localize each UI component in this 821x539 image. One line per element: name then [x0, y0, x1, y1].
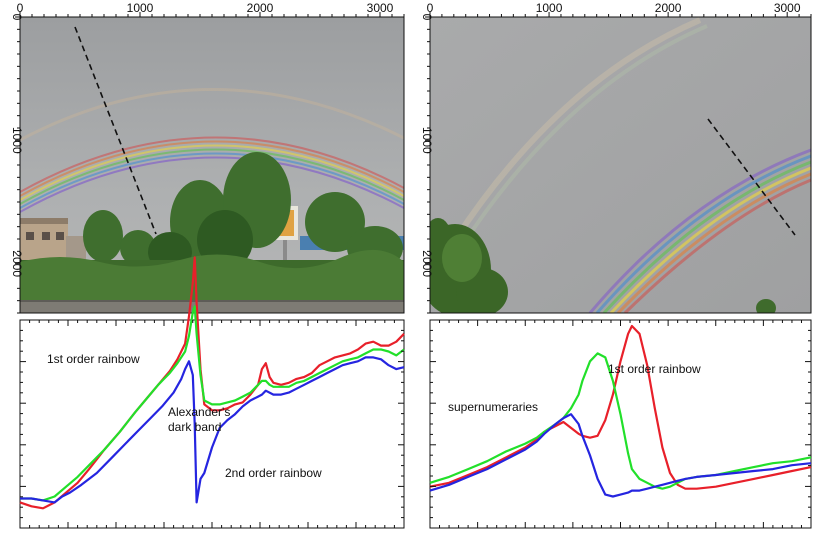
annotation-dark-band: dark band — [168, 420, 221, 434]
x-tick-label: 3000 — [774, 1, 801, 15]
axes-left-profile — [19, 319, 405, 529]
x-tick-label: 1000 — [127, 1, 154, 15]
x-tick-label: 3000 — [367, 1, 394, 15]
series-line-2 — [20, 356, 405, 504]
x-tick-label: 0 — [427, 1, 434, 15]
profile-chart-right: supernumeraries 1st order rainbow — [429, 319, 812, 529]
axes-left-photo: 0 1000 2000 3000 0 1000 2000 — [10, 1, 405, 314]
profile-line-left — [74, 26, 157, 235]
annotation-first-order-left: 1st order rainbow — [47, 352, 140, 366]
photo-left — [20, 17, 404, 313]
annotation-first-order-right: 1st order rainbow — [608, 362, 701, 376]
y-tick-label: 0 — [10, 14, 24, 21]
x-tick-label: 2000 — [247, 1, 274, 15]
photo-panel-right: 0 1000 2000 3000 0 1000 2000 — [420, 1, 812, 314]
series-line-0 — [429, 324, 812, 490]
y-tick-label: 1000 — [10, 127, 24, 154]
annotation-alexander: Alexander's — [168, 405, 230, 419]
axes-right-photo: 0 1000 2000 3000 0 1000 2000 — [420, 1, 812, 314]
series-lines-left — [19, 256, 405, 510]
y-tick-label: 0 — [420, 14, 434, 21]
series-line-1 — [20, 305, 405, 502]
y-tick-label: 1000 — [420, 127, 434, 154]
annotation-second-order: 2nd order rainbow — [225, 466, 322, 480]
photo-right — [430, 17, 811, 313]
axes-right-profile — [429, 319, 812, 529]
series-line-2 — [429, 413, 812, 498]
x-tick-label: 0 — [17, 1, 24, 15]
series-lines-right — [429, 324, 812, 498]
x-tick-label: 1000 — [536, 1, 563, 15]
profile-line-right — [707, 118, 796, 236]
annotation-supernumeraries: supernumeraries — [448, 400, 538, 414]
x-tick-label: 2000 — [655, 1, 682, 15]
y-tick-label: 2000 — [420, 250, 434, 277]
y-tick-label: 2000 — [10, 250, 24, 277]
photo-panel-left: 0 1000 2000 3000 0 1000 2000 — [10, 1, 405, 314]
profile-chart-left: 1st order rainbow Alexander's dark band … — [19, 256, 405, 529]
